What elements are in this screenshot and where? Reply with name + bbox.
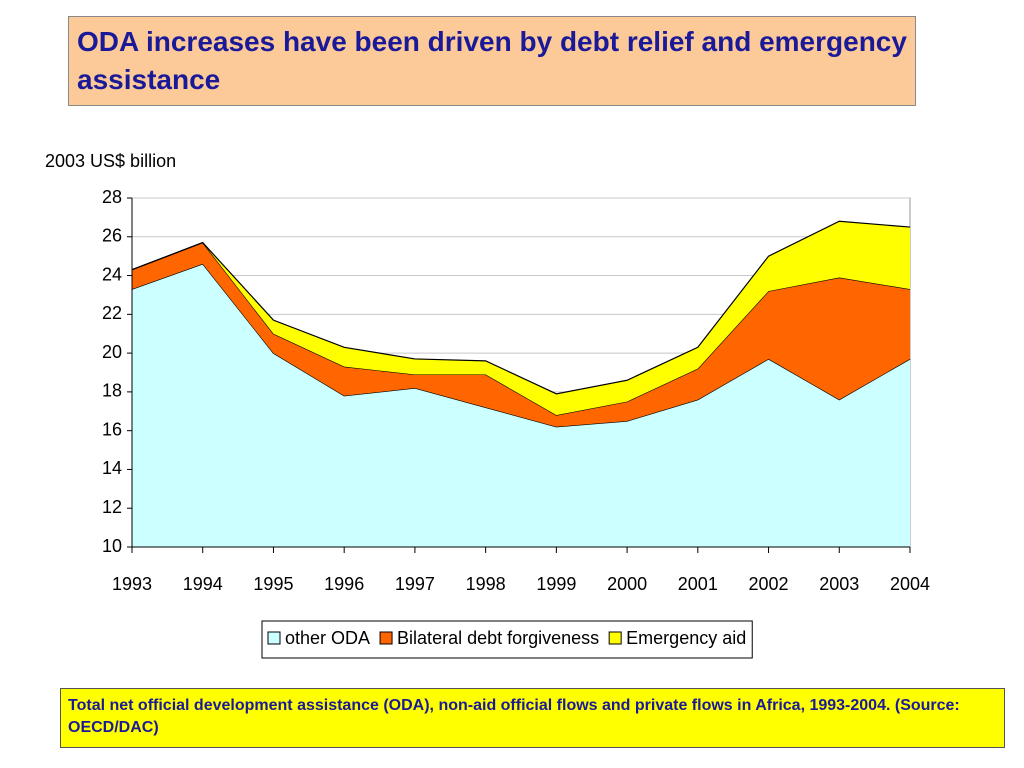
x-tick-label: 1994 <box>183 574 223 594</box>
x-tick-label: 1999 <box>536 574 576 594</box>
legend: other ODA Bilateral debt forgiveness Emerg… <box>261 620 753 659</box>
legend-label: other ODA <box>285 628 370 648</box>
y-tick-label: 28 <box>102 187 122 207</box>
x-tick-label: 1998 <box>466 574 506 594</box>
legend-swatch <box>608 631 622 645</box>
x-tick-label: 1996 <box>324 574 364 594</box>
title: ODA increases have been driven by debt r… <box>68 16 916 106</box>
x-tick-label: 1997 <box>395 574 435 594</box>
y-tick-label: 20 <box>102 342 122 362</box>
x-tick-label: 2003 <box>819 574 859 594</box>
legend-label: Bilateral debt forgiveness <box>397 628 599 648</box>
x-tick-label: 2000 <box>607 574 647 594</box>
legend-box <box>261 620 753 659</box>
chart: 2003 US$ billion 10 12 14 16 18 20 22 24 26 28 199… <box>45 151 930 659</box>
caption: Total net official development assistanc… <box>60 688 1005 748</box>
y-tick-label: 12 <box>102 497 122 517</box>
area <box>132 221 910 416</box>
y-tick-label: 16 <box>102 419 122 439</box>
y-tick-label: 18 <box>102 381 122 401</box>
x-tick-label: 1995 <box>253 574 293 594</box>
area <box>132 242 910 427</box>
x-tick-label: 2004 <box>890 574 930 594</box>
x-tick-label: 1993 <box>112 574 152 594</box>
x-tick-label: 2002 <box>749 574 789 594</box>
legend-label: Emergency aid <box>626 628 746 648</box>
y-axis-label: 2003 US$ billion <box>45 151 176 171</box>
x-tick-label: 2001 <box>678 574 718 594</box>
legend-swatch <box>379 631 393 645</box>
y-tick-label: 26 <box>102 226 122 246</box>
y-tick-label: 22 <box>102 303 122 323</box>
legend-swatch <box>267 631 281 645</box>
y-tick-label: 24 <box>102 264 122 284</box>
y-tick-label: 14 <box>102 458 122 478</box>
area <box>132 263 910 547</box>
y-tick-label: 10 <box>102 536 122 556</box>
area-edge <box>131 220 911 395</box>
